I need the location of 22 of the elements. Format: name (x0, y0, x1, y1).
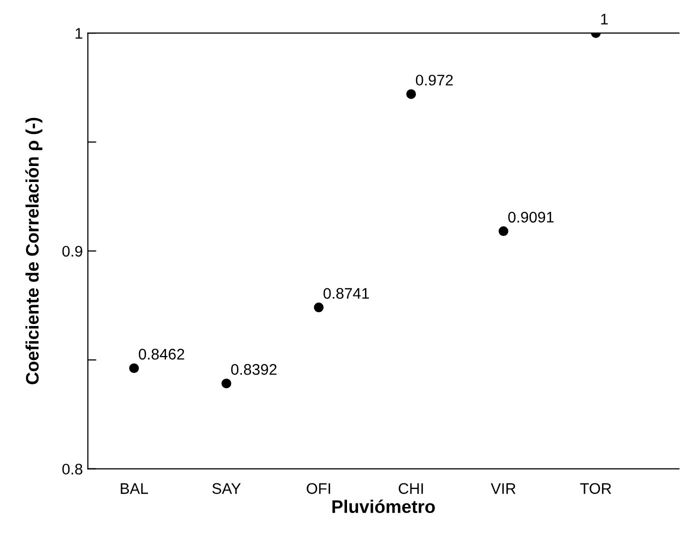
point (406, 89, 416, 99)
x-tick-label: VIR (490, 483, 516, 494)
y-tick-label: 0.8 (62, 464, 82, 475)
point (129, 363, 139, 374)
x-tick-label: SAY (212, 483, 241, 494)
data-label: 0.8392 (231, 364, 277, 375)
point (314, 302, 324, 312)
data-label: 1 (601, 14, 608, 24)
x-tick-label: CHI (398, 483, 423, 494)
x-axis-title: Pluviómetro (332, 500, 435, 514)
x-tick-label: BAL (120, 483, 148, 494)
y-tick-label: 1 (76, 28, 82, 39)
y-axis-title: Coeficiente de Correlación ρ (-) (25, 118, 42, 384)
y-tick-label: 0.9 (62, 246, 82, 257)
point (222, 378, 232, 388)
x-tick-label: OFI (306, 483, 330, 494)
data-label: 0.8462 (138, 348, 184, 360)
data-label: 0.972 (416, 74, 453, 86)
data-label: 0.8741 (324, 288, 369, 299)
data-label: 0.9091 (508, 212, 554, 223)
x-tick-label: TOR (580, 483, 612, 494)
point (498, 226, 508, 236)
